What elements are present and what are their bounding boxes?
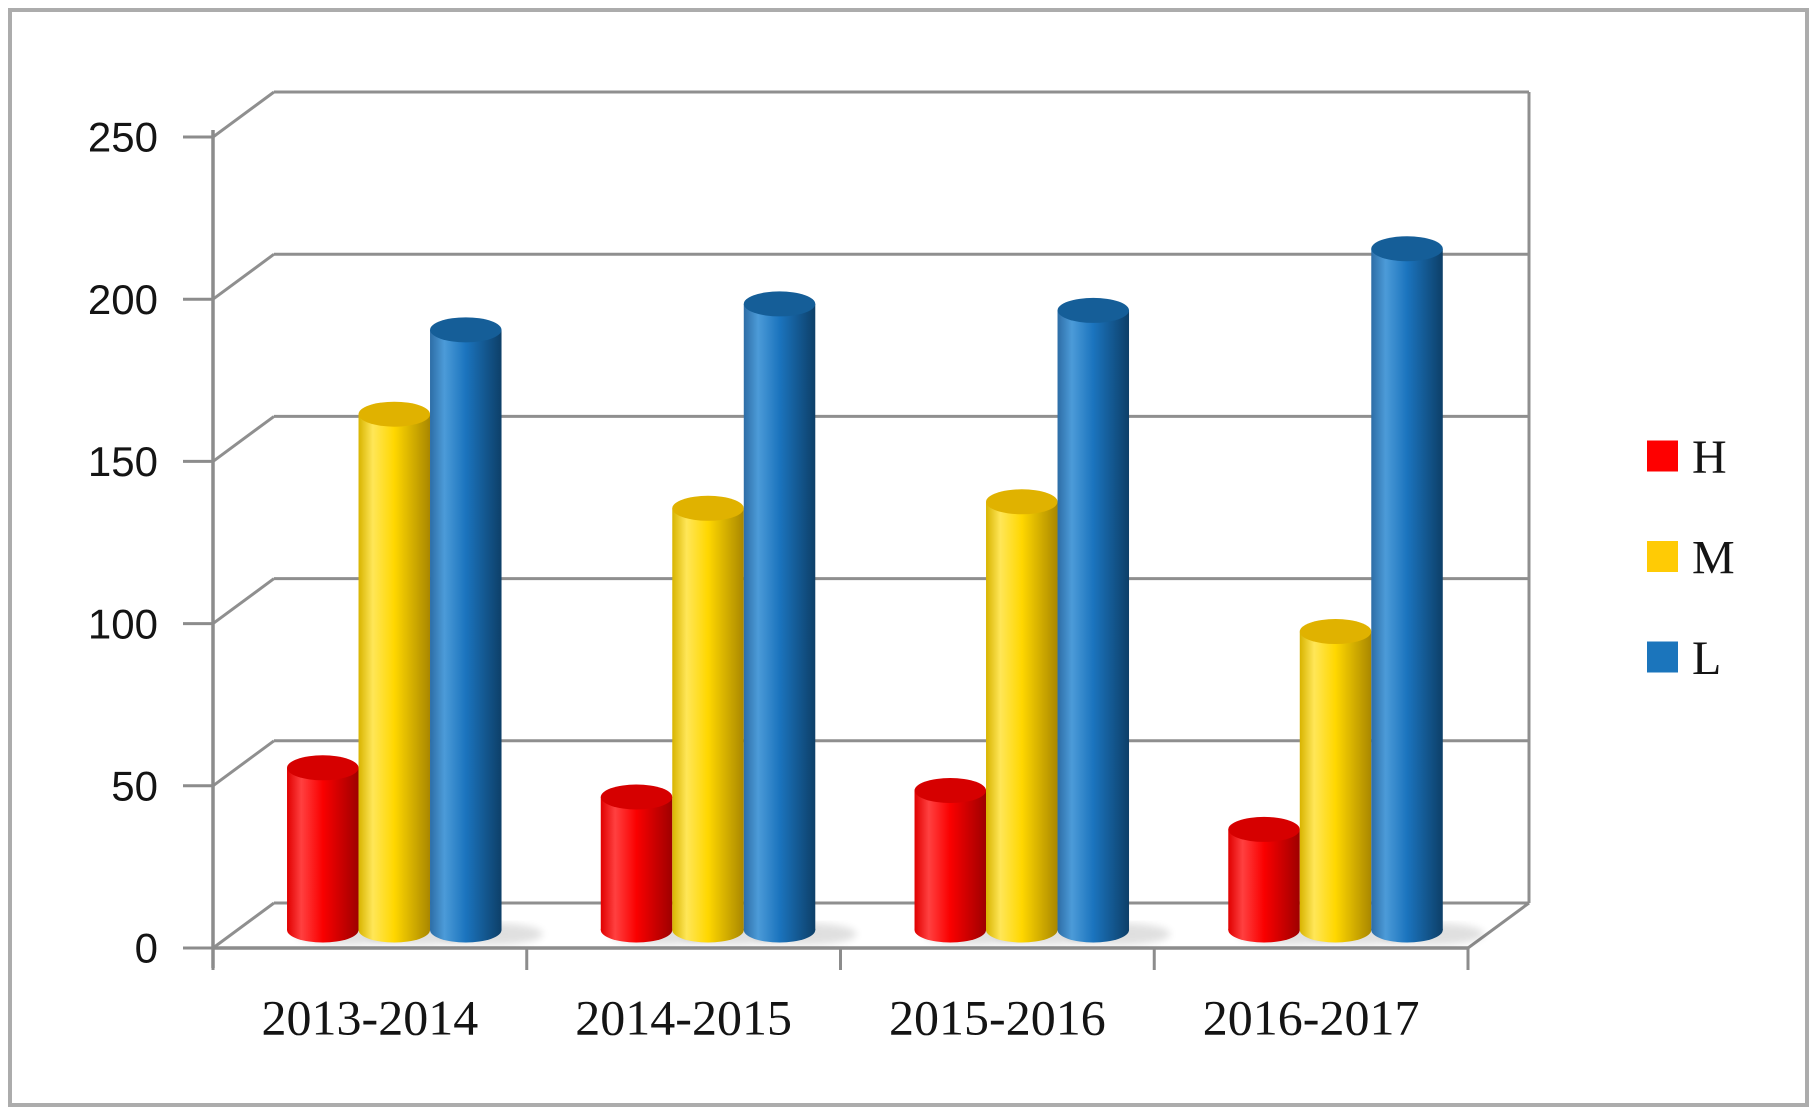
bar-cylinder-M-2013-2014	[358, 414, 431, 931]
y-axis-label: 250	[88, 114, 158, 161]
bar-cylinder-L-2014-2015	[743, 303, 816, 931]
bar-cylinder-M-2014-2015	[672, 508, 744, 930]
legend-label-M: M	[1692, 531, 1735, 584]
bar-cylinder-M-2016-2017	[1299, 631, 1372, 930]
bar-cylinder-H-2016-2017	[1228, 829, 1300, 930]
bar-cylinder-top	[986, 489, 1058, 515]
bar-cylinder-top	[1371, 236, 1443, 262]
bar-cylinder-H-2014-2015	[600, 796, 673, 930]
floor-right-edge	[1467, 901, 1530, 950]
legend-label-H: H	[1692, 431, 1727, 484]
gridline-jog	[212, 415, 275, 463]
bar-cylinder-H-2015-2016	[914, 790, 987, 930]
bar-cylinder-L-2015-2016	[1057, 310, 1130, 930]
gridline-jog	[212, 90, 275, 139]
y-axis-label: 200	[88, 276, 158, 323]
category-label: 2013-2014	[262, 990, 479, 1046]
bar-cylinder-top	[1299, 619, 1372, 645]
chart-border	[8, 8, 1809, 1107]
bar-cylinder-L-2013-2014	[430, 329, 502, 930]
legend-swatch-H	[1647, 440, 1678, 472]
bar-cylinder-top	[430, 317, 502, 343]
bar-cylinder-top	[914, 778, 987, 804]
bar-cylinder-L-2016-2017	[1371, 248, 1443, 930]
bar-cylinder-top	[358, 401, 431, 427]
gridline-jog	[212, 739, 275, 788]
gridline-jog	[212, 252, 275, 301]
y-axis-label: 50	[111, 763, 158, 810]
y-axis-label: 150	[88, 438, 158, 485]
bar-cylinder-top	[672, 495, 744, 521]
gridline-jog	[212, 577, 275, 625]
bar-cylinder-top	[743, 291, 816, 317]
bar-cylinder-H-2013-2014	[287, 767, 359, 930]
gridline-jog	[212, 901, 275, 950]
bar-cylinder-M-2015-2016	[986, 501, 1058, 930]
legend-swatch-M	[1647, 541, 1678, 572]
legend-swatch-L	[1647, 641, 1678, 673]
bar-cylinder-top	[1228, 816, 1300, 842]
category-label: 2014-2015	[575, 990, 792, 1046]
bar-cylinder-top	[1057, 297, 1130, 323]
y-axis-label: 0	[135, 925, 158, 972]
legend-label-L: L	[1692, 632, 1721, 685]
bar-cylinder-top	[600, 784, 673, 810]
bar-cylinder-top	[287, 755, 359, 781]
y-axis-label: 100	[88, 600, 158, 647]
category-label: 2015-2016	[889, 990, 1106, 1046]
category-label: 2016-2017	[1203, 990, 1420, 1046]
